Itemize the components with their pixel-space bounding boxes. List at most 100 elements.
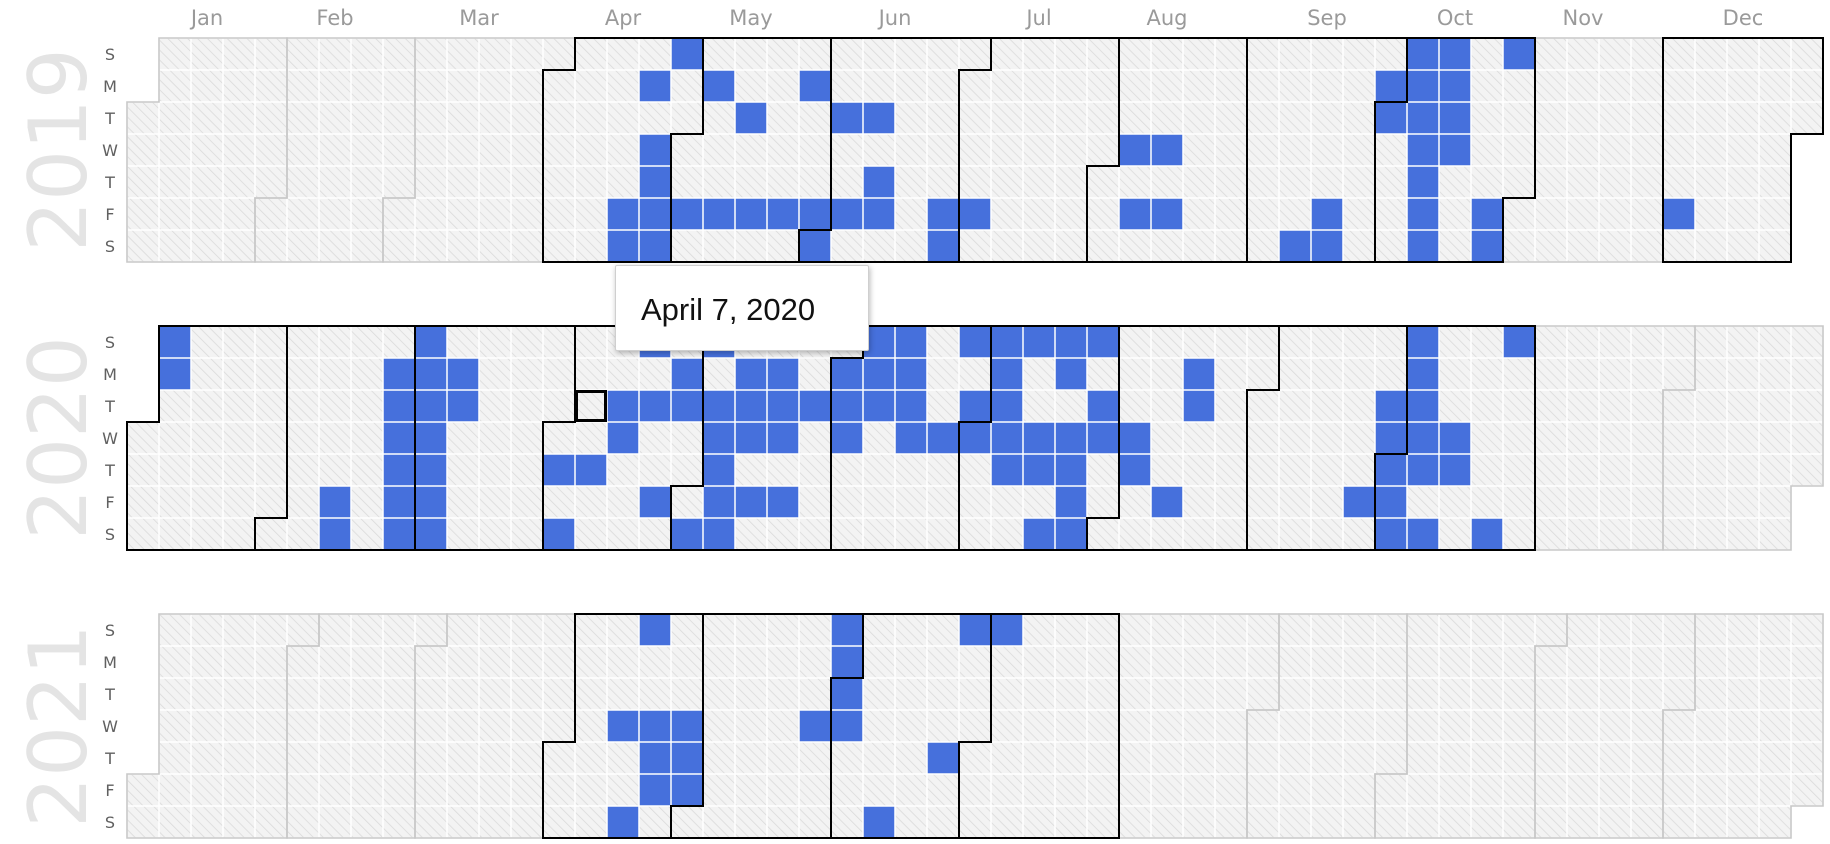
- day-cell-empty[interactable]: [1151, 70, 1183, 102]
- day-cell-empty[interactable]: [1407, 710, 1439, 742]
- day-cell-empty[interactable]: [319, 614, 351, 646]
- day-cell-empty[interactable]: [703, 134, 735, 166]
- day-cell-empty[interactable]: [767, 166, 799, 198]
- day-cell-empty[interactable]: [1215, 518, 1247, 550]
- day-cell-empty[interactable]: [1727, 198, 1759, 230]
- day-cell-empty[interactable]: [223, 774, 255, 806]
- day-cell-empty[interactable]: [447, 198, 479, 230]
- day-cell-empty[interactable]: [479, 454, 511, 486]
- day-cell-empty[interactable]: [1791, 646, 1823, 678]
- day-cell-active[interactable]: [703, 486, 735, 518]
- day-cell-empty[interactable]: [511, 422, 543, 454]
- day-cell-empty[interactable]: [383, 70, 415, 102]
- day-cell-active[interactable]: [1375, 390, 1407, 422]
- day-cell-empty[interactable]: [1695, 774, 1727, 806]
- day-cell-empty[interactable]: [1599, 422, 1631, 454]
- day-cell-empty[interactable]: [191, 454, 223, 486]
- day-cell-empty[interactable]: [1215, 326, 1247, 358]
- day-cell-empty[interactable]: [1631, 70, 1663, 102]
- day-cell-empty[interactable]: [159, 742, 191, 774]
- day-cell-empty[interactable]: [703, 678, 735, 710]
- day-cell-empty[interactable]: [1695, 646, 1727, 678]
- day-cell-empty[interactable]: [1791, 774, 1823, 806]
- day-cell-empty[interactable]: [255, 134, 287, 166]
- day-cell-empty[interactable]: [1695, 454, 1727, 486]
- day-cell-active[interactable]: [671, 774, 703, 806]
- day-cell-empty[interactable]: [159, 614, 191, 646]
- day-cell-empty[interactable]: [1727, 710, 1759, 742]
- day-cell-empty[interactable]: [1695, 102, 1727, 134]
- day-cell-empty[interactable]: [479, 326, 511, 358]
- day-cell-active[interactable]: [383, 390, 415, 422]
- day-cell-empty[interactable]: [351, 454, 383, 486]
- day-cell-empty[interactable]: [1663, 230, 1695, 262]
- day-cell-empty[interactable]: [863, 710, 895, 742]
- day-cell-active[interactable]: [607, 422, 639, 454]
- day-cell-active[interactable]: [863, 166, 895, 198]
- day-cell-empty[interactable]: [447, 454, 479, 486]
- day-cell-empty[interactable]: [1663, 358, 1695, 390]
- day-cell-active[interactable]: [767, 422, 799, 454]
- day-cell-empty[interactable]: [1535, 518, 1567, 550]
- day-cell-active[interactable]: [319, 486, 351, 518]
- day-cell-empty[interactable]: [863, 486, 895, 518]
- day-cell-empty[interactable]: [223, 742, 255, 774]
- day-cell-empty[interactable]: [1471, 806, 1503, 838]
- day-cell-empty[interactable]: [767, 710, 799, 742]
- day-cell-empty[interactable]: [735, 454, 767, 486]
- day-cell-empty[interactable]: [575, 230, 607, 262]
- day-cell-empty[interactable]: [1343, 742, 1375, 774]
- day-cell-empty[interactable]: [1215, 710, 1247, 742]
- day-cell-empty[interactable]: [1695, 710, 1727, 742]
- day-cell-empty[interactable]: [255, 614, 287, 646]
- day-cell-empty[interactable]: [1215, 646, 1247, 678]
- day-cell-empty[interactable]: [1631, 166, 1663, 198]
- day-cell-empty[interactable]: [1599, 166, 1631, 198]
- day-cell-active[interactable]: [415, 422, 447, 454]
- day-cell-empty[interactable]: [1663, 806, 1695, 838]
- day-cell-empty[interactable]: [1727, 134, 1759, 166]
- day-cell-empty[interactable]: [1535, 166, 1567, 198]
- day-cell-empty[interactable]: [351, 806, 383, 838]
- day-cell-empty[interactable]: [1503, 454, 1535, 486]
- day-cell-empty[interactable]: [863, 614, 895, 646]
- day-cell-empty[interactable]: [1279, 134, 1311, 166]
- day-cell-empty[interactable]: [831, 774, 863, 806]
- day-cell-empty[interactable]: [1407, 486, 1439, 518]
- day-cell-empty[interactable]: [1119, 390, 1151, 422]
- day-cell-empty[interactable]: [1599, 486, 1631, 518]
- day-cell-empty[interactable]: [1311, 358, 1343, 390]
- day-cell-empty[interactable]: [415, 614, 447, 646]
- day-cell-empty[interactable]: [1535, 614, 1567, 646]
- day-cell-empty[interactable]: [863, 742, 895, 774]
- day-cell-empty[interactable]: [1567, 742, 1599, 774]
- day-cell-empty[interactable]: [383, 774, 415, 806]
- day-cell-empty[interactable]: [1023, 614, 1055, 646]
- day-cell-empty[interactable]: [1215, 678, 1247, 710]
- day-cell-empty[interactable]: [1503, 390, 1535, 422]
- day-cell-empty[interactable]: [1247, 38, 1279, 70]
- day-cell-empty[interactable]: [1535, 326, 1567, 358]
- day-cell-empty[interactable]: [383, 198, 415, 230]
- day-cell-empty[interactable]: [1343, 806, 1375, 838]
- day-cell-active[interactable]: [831, 198, 863, 230]
- day-cell-empty[interactable]: [287, 390, 319, 422]
- day-cell-empty[interactable]: [1215, 358, 1247, 390]
- day-cell-active[interactable]: [159, 358, 191, 390]
- day-cell-empty[interactable]: [1503, 102, 1535, 134]
- day-cell-empty[interactable]: [1375, 806, 1407, 838]
- day-cell-active[interactable]: [959, 198, 991, 230]
- day-cell-empty[interactable]: [1407, 774, 1439, 806]
- day-cell-empty[interactable]: [863, 774, 895, 806]
- day-cell-empty[interactable]: [991, 134, 1023, 166]
- day-cell-empty[interactable]: [1727, 102, 1759, 134]
- day-cell-empty[interactable]: [127, 486, 159, 518]
- day-cell-empty[interactable]: [287, 518, 319, 550]
- day-cell-empty[interactable]: [1343, 646, 1375, 678]
- day-cell-empty[interactable]: [447, 614, 479, 646]
- day-cell-active[interactable]: [159, 326, 191, 358]
- day-cell-empty[interactable]: [767, 614, 799, 646]
- day-cell-active[interactable]: [863, 102, 895, 134]
- day-cell-empty[interactable]: [863, 678, 895, 710]
- day-cell-active[interactable]: [383, 486, 415, 518]
